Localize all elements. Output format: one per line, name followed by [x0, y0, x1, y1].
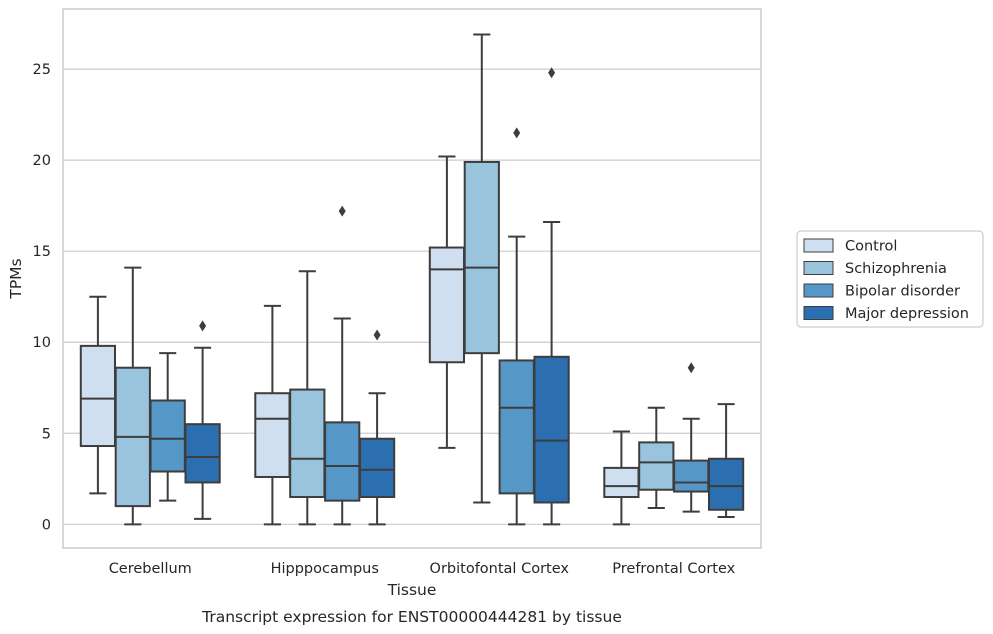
x-tick-labels: Cerebellum Hipppocampus Orbitofontal Corte… [109, 561, 736, 577]
outlier-point [687, 362, 695, 374]
y-tick-label: 0 [42, 517, 51, 533]
legend-swatch [803, 306, 834, 320]
y-axis-title: TPMs [7, 258, 25, 299]
legend: Control Schizophrenia Bipolar disorder Majo… [796, 230, 984, 328]
outlier-point [373, 329, 381, 341]
chart-caption: Transcript expression for ENST0000044428… [201, 608, 622, 626]
box-body [254, 392, 291, 478]
box-body [498, 359, 535, 495]
x-tick-label: Prefrontal Cortex [612, 561, 735, 577]
box-body [79, 344, 117, 448]
legend-swatch [803, 238, 834, 253]
y-tick-label: 10 [33, 335, 51, 351]
box-1-2 [463, 33, 500, 504]
box-body [289, 388, 326, 499]
box-3-3 [707, 403, 745, 519]
box-body [707, 457, 745, 511]
box-body [358, 437, 396, 499]
legend-label: Major depression [845, 306, 969, 322]
box-2-2 [498, 127, 535, 526]
box-body [428, 246, 466, 364]
box-body [533, 355, 570, 504]
legend-label: Control [845, 239, 897, 255]
box-0-1 [254, 304, 291, 526]
box-2-1 [324, 205, 361, 526]
box-body [184, 423, 221, 484]
x-tick-label: Hipppocampus [271, 561, 379, 577]
plot-frame [62, 8, 762, 549]
box-body [149, 399, 186, 473]
box-2-0 [149, 352, 186, 502]
x-tick-label: Cerebellum [109, 561, 192, 577]
box-3-0 [184, 320, 221, 520]
box-body [638, 441, 675, 491]
x-tick-label: Orbitofontal Cortex [430, 561, 570, 577]
box-body [324, 421, 361, 502]
y-tick-label: 20 [33, 153, 51, 169]
outlier-point [199, 320, 207, 332]
outlier-point [548, 67, 556, 79]
y-tick-label: 25 [33, 62, 51, 78]
y-tick-label: 5 [42, 426, 51, 442]
y-tick-label: 15 [33, 244, 51, 260]
box-groups [79, 33, 745, 526]
y-tick-labels: 0 5 10 15 20 25 [33, 62, 51, 533]
box-1-0 [114, 266, 151, 526]
outlier-point [513, 127, 521, 139]
box-body [603, 466, 640, 499]
x-axis-title: Tissue [387, 581, 437, 599]
legend-swatch [803, 283, 834, 298]
box-0-3 [603, 430, 640, 526]
legend-label: Schizophrenia [845, 261, 947, 277]
box-3-1 [358, 329, 396, 526]
box-2-3 [673, 362, 710, 513]
box-1-3 [638, 406, 675, 509]
legend-frame [796, 230, 984, 328]
legend-swatch [803, 261, 834, 275]
box-body [673, 459, 710, 493]
legend-label: Bipolar disorder [845, 284, 960, 300]
box-3-2 [533, 67, 570, 526]
box-body [463, 160, 500, 355]
outlier-point [338, 205, 346, 217]
